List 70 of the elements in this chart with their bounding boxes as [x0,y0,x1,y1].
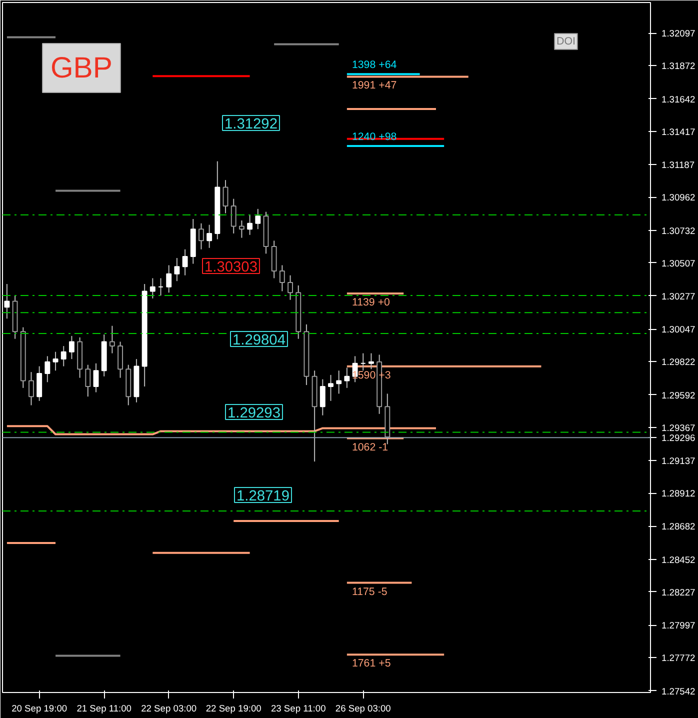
y-tick-label: 1.28682 [662,522,696,532]
candlestick [238,220,244,238]
candlestick [68,335,74,360]
candlestick [247,214,253,236]
annotation: 1.29804 [232,332,286,348]
candlestick [174,258,180,282]
candlestick [320,378,326,416]
candlestick [344,367,350,388]
annotation: 1.30303 [204,260,258,276]
candlestick [93,362,99,393]
series-label: 1398 +64 [352,59,397,72]
annotation: DOI [556,36,576,48]
candlestick [255,208,261,230]
y-tick-label: 1.31417 [662,126,696,137]
y-tick-label: 1.28912 [662,488,696,499]
y-tick-label: 1.27772 [662,653,696,664]
y-tick-label: 1.27542 [662,686,696,696]
candlestick [28,372,34,406]
annotation: 1.31292 [224,116,278,132]
series-label: 1139 +0 [352,296,390,309]
y-tick-label: 1.31187 [662,160,695,170]
y-tick-label: 1.30047 [662,324,696,335]
annotation: 1.28719 [236,488,290,504]
ref-line-label: 1.29296 [662,433,696,444]
candlestick [60,346,66,367]
y-tick-label: 1.30962 [662,192,696,203]
x-tick-label: 23 Sep 11:00 [270,704,326,714]
candlestick [85,364,91,398]
candlestick [222,180,228,214]
candlestick [150,278,156,299]
candlestick [166,264,172,294]
y-tick-label: 1.29137 [662,456,696,466]
y-tick-label: 1.31642 [662,94,696,104]
y-tick-label: 1.31872 [662,61,696,72]
annotation: 1.29293 [228,406,280,422]
series-label: 1175 -5 [352,586,388,598]
y-tick-label: 1.28227 [662,587,696,598]
y-tick-label: 1.30507 [662,258,696,268]
x-tick-label: 21 Sep 11:00 [76,704,132,714]
series-label: 1062 -1 [352,441,388,454]
line-series [6,425,437,436]
x-tick-label: 22 Sep 03:00 [141,704,197,714]
candlestick [368,352,374,370]
x-tick-label: 20 Sep 19:00 [12,704,68,714]
candlestick [206,224,212,248]
candlestick [198,222,204,250]
y-tick-label: 1.29822 [662,357,696,368]
y-tick-label: 1.28452 [662,554,696,565]
y-tick-label: 1.32097 [662,28,696,39]
y-tick-label: 1.29592 [662,390,696,400]
y-tick-label: 1.30732 [662,226,696,236]
y-tick-label: 1.30277 [662,291,696,302]
candlestick [328,374,334,402]
candlestick [52,351,58,372]
y-tick-label: 1.27997 [662,620,696,631]
y-tick-label: 1.29367 [662,422,696,433]
candlestick [288,274,293,300]
x-tick-label: 26 Sep 03:00 [335,704,391,714]
candlestick [118,341,124,378]
candlestick [230,198,236,234]
x-tick-label: 22 Sep 19:00 [206,704,262,714]
text: GBP [50,52,112,84]
candlestick [36,366,42,402]
candlestick [279,264,285,292]
candlestick [336,370,342,394]
series-label: 1761 +5 [352,658,391,670]
candlestick [182,248,188,276]
series-label: 1991 +47 [352,80,397,92]
candlestick [44,356,50,383]
candlestick [109,325,115,354]
